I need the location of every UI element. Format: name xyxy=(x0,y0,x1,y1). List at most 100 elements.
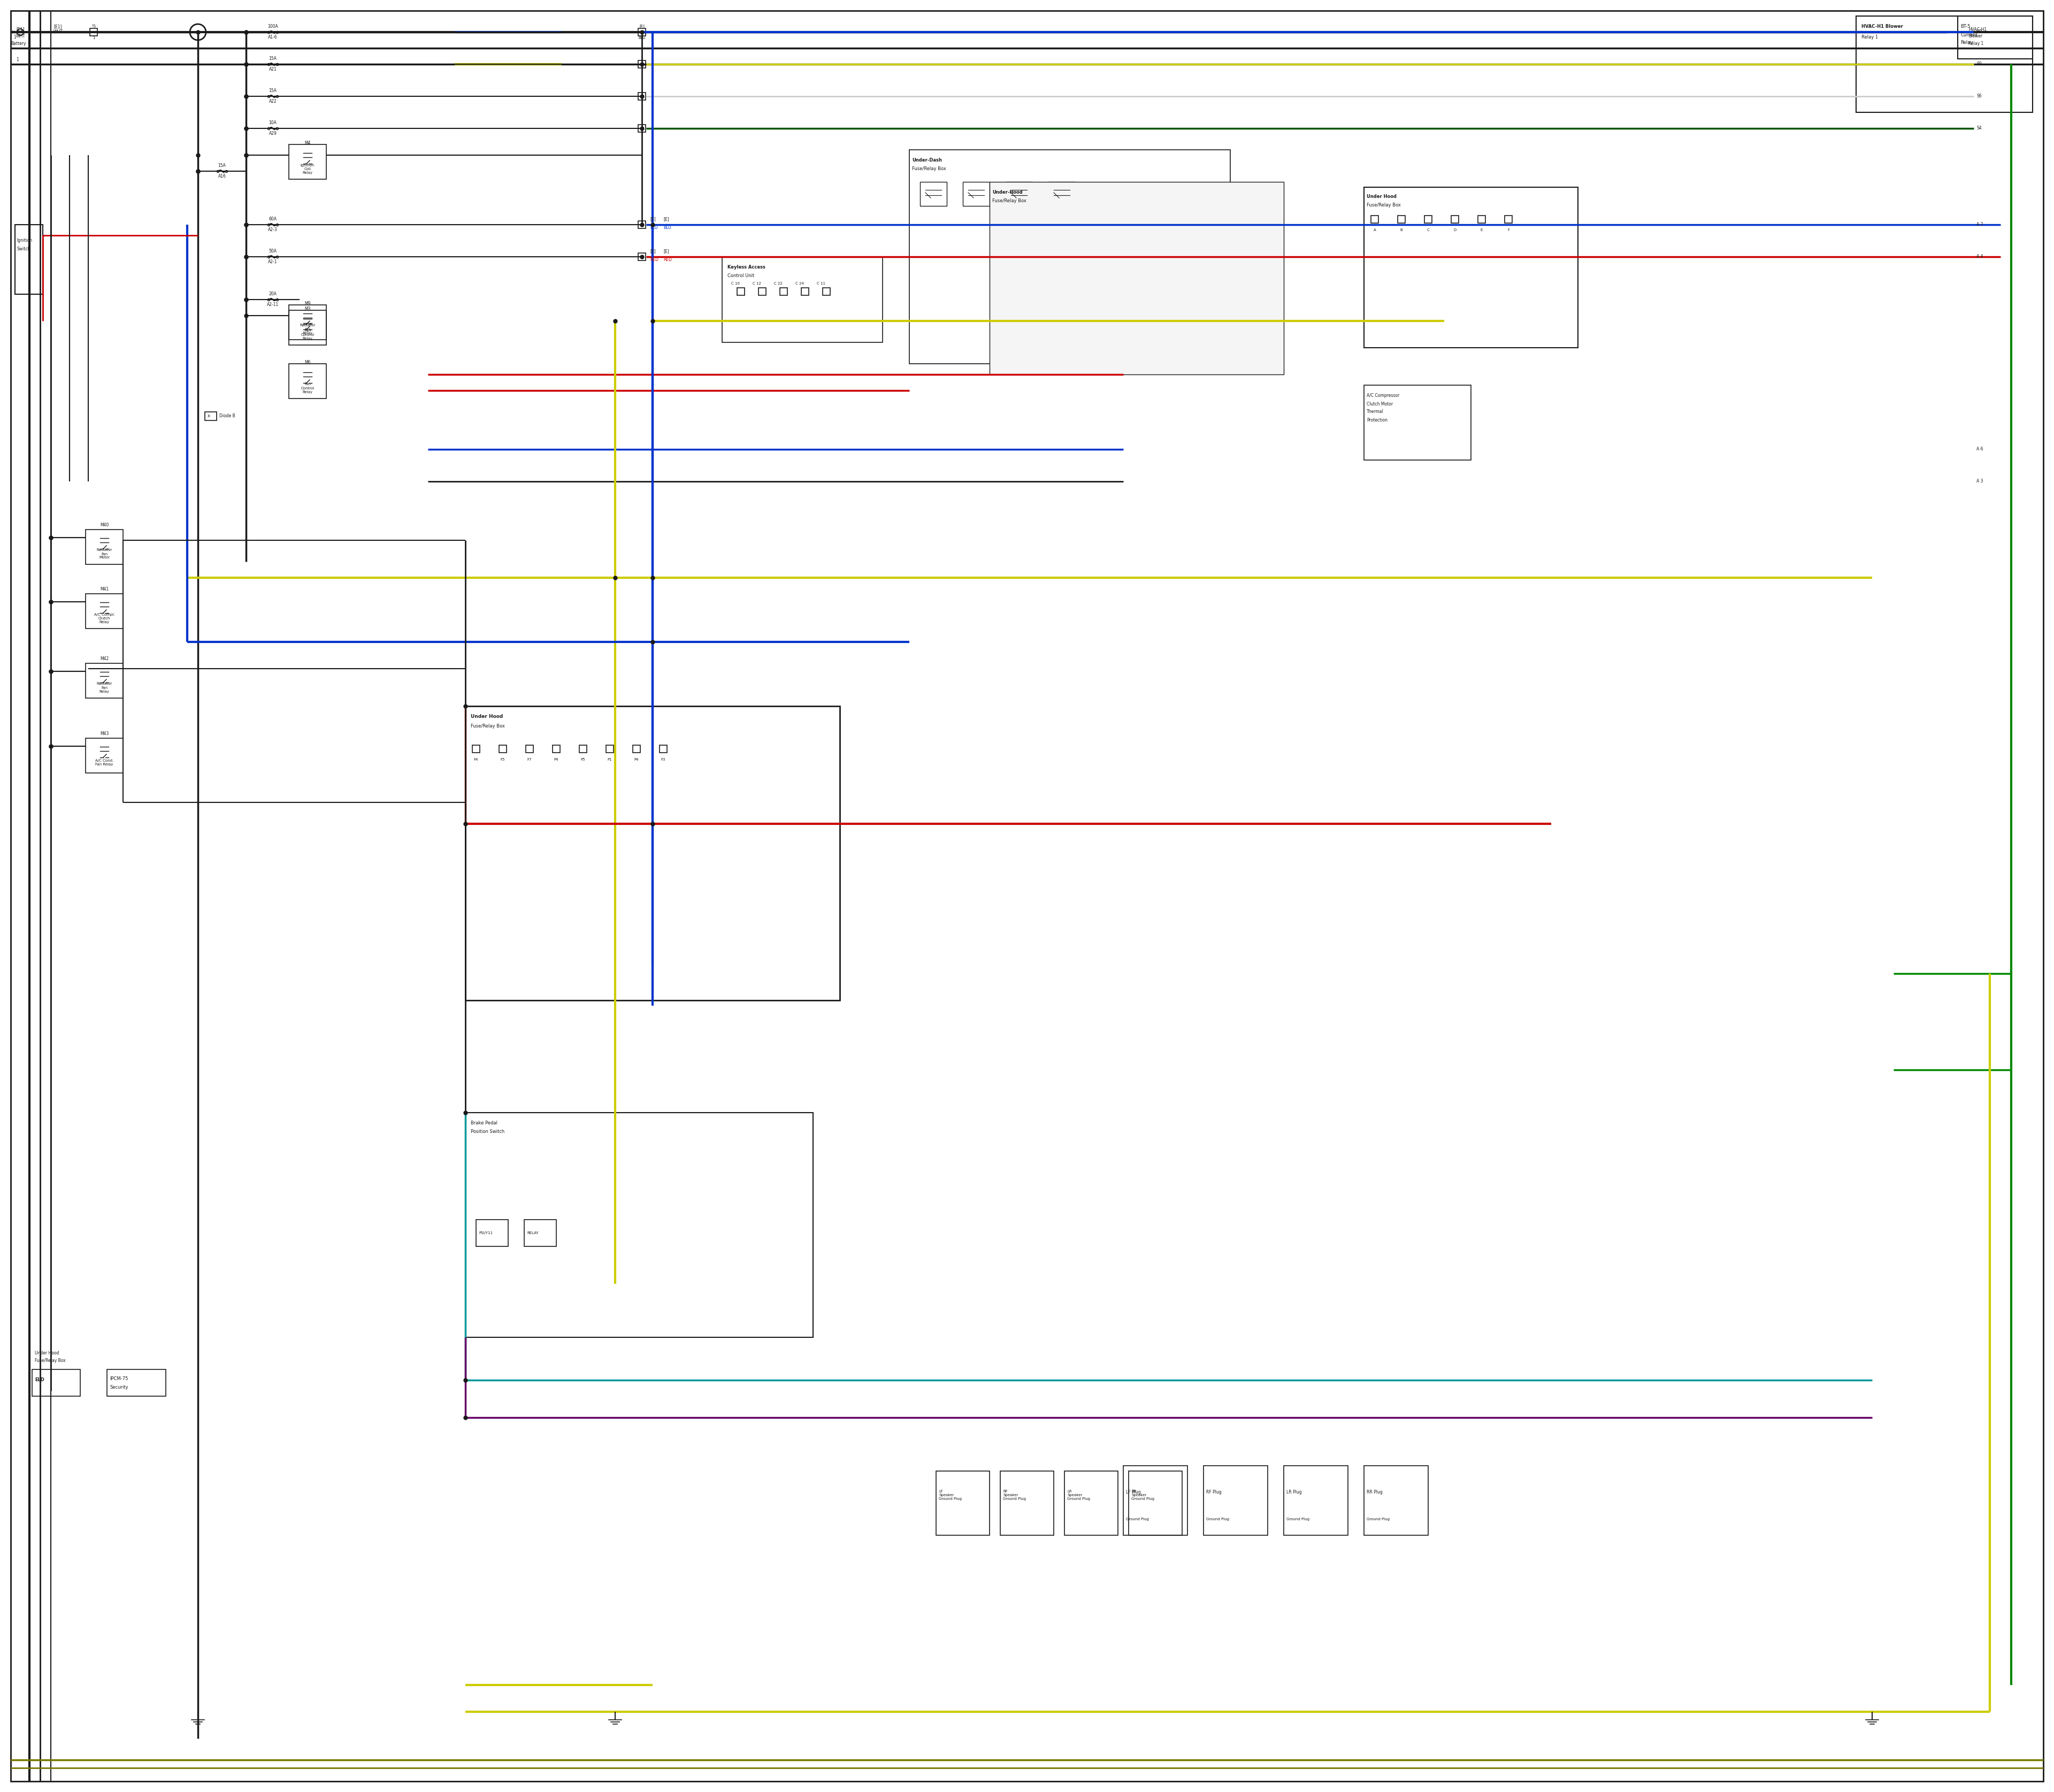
Bar xyxy=(33,1369,80,1396)
Bar xyxy=(1397,215,1405,222)
Text: C 22: C 22 xyxy=(774,281,783,285)
Text: 15A: 15A xyxy=(269,56,277,61)
Text: RF Plug: RF Plug xyxy=(1206,1489,1222,1495)
Text: RR Plug: RR Plug xyxy=(1366,1489,1382,1495)
Bar xyxy=(758,289,766,296)
Bar xyxy=(290,145,327,179)
Text: PSI/Y11: PSI/Y11 xyxy=(479,1231,493,1235)
Text: Relay 1: Relay 1 xyxy=(1861,36,1877,39)
Text: Thermal: Thermal xyxy=(1366,410,1384,414)
Text: Current: Current xyxy=(1960,32,1978,38)
Text: A: A xyxy=(1374,228,1376,231)
Text: M43: M43 xyxy=(101,731,109,737)
Text: C: C xyxy=(1428,228,1430,231)
Bar xyxy=(824,289,830,296)
Text: Fan
Control
Relay: Fan Control Relay xyxy=(300,330,314,340)
Bar xyxy=(1370,215,1378,222)
Bar xyxy=(472,745,481,753)
Bar xyxy=(639,220,645,228)
Bar xyxy=(737,289,744,296)
Text: Fan
Control
Relay: Fan Control Relay xyxy=(300,383,314,394)
Bar xyxy=(723,256,883,342)
Text: A 2: A 2 xyxy=(1976,222,1982,228)
Text: Under Hood: Under Hood xyxy=(470,715,503,719)
Bar xyxy=(639,253,645,260)
Text: A2-11: A2-11 xyxy=(267,303,279,306)
Text: [E]: [E] xyxy=(663,249,670,254)
Bar xyxy=(14,224,43,294)
Text: S9: S9 xyxy=(1976,61,1982,66)
Text: x: x xyxy=(207,414,210,419)
Text: Ignition
Coil
Relay: Ignition Coil Relay xyxy=(300,163,314,174)
Text: Control Unit: Control Unit xyxy=(727,272,754,278)
Text: M3: M3 xyxy=(304,306,310,312)
Bar xyxy=(86,663,123,699)
Text: Under-Hood: Under-Hood xyxy=(992,190,1023,195)
Bar xyxy=(290,305,327,340)
Bar xyxy=(466,1113,813,1337)
Text: HVAC-H1 Blower: HVAC-H1 Blower xyxy=(1861,25,1902,29)
Bar xyxy=(86,530,123,564)
Text: A/C Compr.
Clutch
Relay: A/C Compr. Clutch Relay xyxy=(94,613,115,624)
Text: [E]: [E] xyxy=(649,217,655,222)
Text: Brake Pedal: Brake Pedal xyxy=(470,1122,497,1125)
Text: [E]: [E] xyxy=(649,249,655,254)
Bar xyxy=(579,745,587,753)
Text: Ground Plug: Ground Plug xyxy=(1366,1518,1391,1521)
Text: C 11: C 11 xyxy=(817,281,826,285)
Text: F4: F4 xyxy=(474,758,479,762)
Text: Position Switch: Position Switch xyxy=(470,1129,505,1134)
Text: (+): (+) xyxy=(12,30,18,34)
Bar xyxy=(639,61,645,68)
Bar xyxy=(1506,215,1512,222)
Text: RF
Speaker
Ground Plug: RF Speaker Ground Plug xyxy=(1002,1489,1025,1500)
Text: C 10: C 10 xyxy=(731,281,739,285)
Text: A/C Cond.
Fan Relay: A/C Cond. Fan Relay xyxy=(94,760,113,765)
Text: A29: A29 xyxy=(269,131,277,136)
Text: A2-3: A2-3 xyxy=(269,228,277,233)
Bar xyxy=(205,412,216,421)
Text: RR
Speaker
Ground Plug: RR Speaker Ground Plug xyxy=(1132,1489,1154,1500)
Text: S6: S6 xyxy=(1976,93,1982,99)
Text: 50A: 50A xyxy=(269,249,277,254)
Text: Ground Plug: Ground Plug xyxy=(1126,1518,1148,1521)
Bar xyxy=(477,1220,507,1247)
Bar xyxy=(1364,385,1471,461)
Text: A16: A16 xyxy=(218,174,226,179)
Bar xyxy=(920,181,947,206)
Bar xyxy=(1064,1471,1117,1536)
Bar xyxy=(1204,1466,1267,1536)
Text: Radiator
Fan
Relay: Radiator Fan Relay xyxy=(97,683,113,694)
Text: A 4: A 4 xyxy=(1976,254,1982,260)
Text: E: E xyxy=(1481,228,1483,231)
Text: A/C Compressor: A/C Compressor xyxy=(1366,394,1399,398)
Text: B: B xyxy=(1401,228,1403,231)
Text: A1-6: A1-6 xyxy=(269,36,277,39)
Text: 1: 1 xyxy=(16,57,18,63)
Text: Security: Security xyxy=(109,1385,127,1389)
Text: M40: M40 xyxy=(101,523,109,527)
Text: [E1]: [E1] xyxy=(53,25,62,29)
Bar xyxy=(990,181,1284,375)
Bar xyxy=(1284,1466,1347,1536)
Bar xyxy=(1423,215,1432,222)
Bar xyxy=(963,181,990,206)
Text: F7: F7 xyxy=(528,758,532,762)
Bar xyxy=(524,1220,557,1247)
Text: Battery: Battery xyxy=(10,41,27,47)
Text: LR
Speaker
Ground Plug: LR Speaker Ground Plug xyxy=(1068,1489,1091,1500)
Text: T1: T1 xyxy=(90,25,97,29)
Text: Ignition: Ignition xyxy=(16,238,33,244)
Text: ELD: ELD xyxy=(35,1378,45,1382)
Bar xyxy=(1957,16,2033,59)
Text: HVAC-H1: HVAC-H1 xyxy=(1968,27,1986,32)
Text: LF
Speaker
Ground Plug: LF Speaker Ground Plug xyxy=(939,1489,961,1500)
Text: Fuse/Relay Box: Fuse/Relay Box xyxy=(470,724,505,729)
Bar xyxy=(606,745,614,753)
Bar xyxy=(801,289,809,296)
Bar xyxy=(1124,1466,1187,1536)
Text: Under-Dash: Under-Dash xyxy=(912,158,943,163)
Bar xyxy=(526,745,534,753)
Text: M9: M9 xyxy=(304,301,310,306)
Text: Fuse/Relay Box: Fuse/Relay Box xyxy=(35,1358,66,1362)
